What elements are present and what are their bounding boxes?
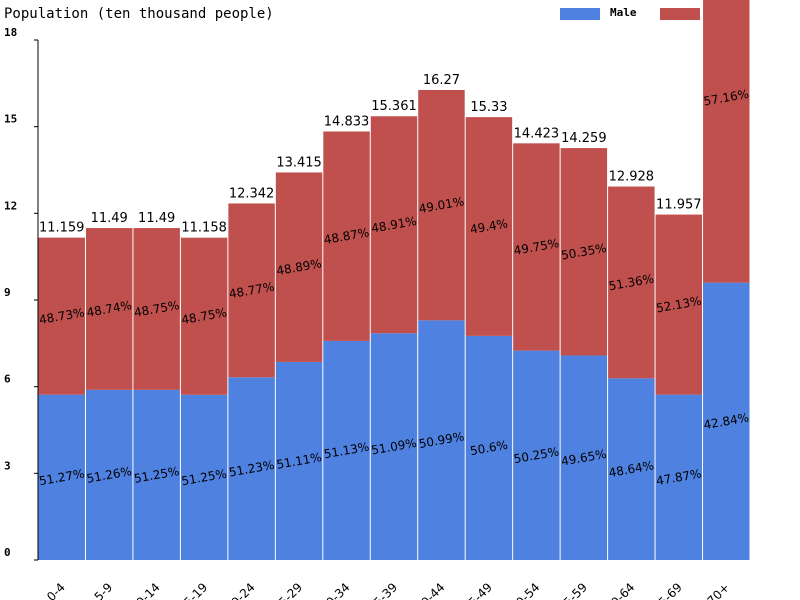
x-tick-label: 15-19 xyxy=(176,580,211,600)
total-label: 12.342 xyxy=(229,186,275,201)
bar-segment xyxy=(370,333,418,560)
legend-swatch xyxy=(660,8,700,20)
y-tick-label: 0 xyxy=(4,546,11,559)
total-label: 11.49 xyxy=(91,211,128,226)
bar-segment xyxy=(323,131,370,341)
bar-segment xyxy=(418,320,465,560)
x-tick-label: 70+ xyxy=(705,580,733,600)
x-tick-label: 10-14 xyxy=(128,580,163,600)
total-label: 12.928 xyxy=(609,170,655,185)
segment-label: 49.4% xyxy=(469,216,509,236)
bar-segment xyxy=(228,203,275,378)
x-tick-label: 60-64 xyxy=(603,580,638,600)
x-tick-label: 45-49 xyxy=(460,580,495,600)
legend-label: Male xyxy=(610,6,637,19)
bar-segment xyxy=(513,143,560,351)
y-tick-label: 9 xyxy=(4,286,11,299)
x-tick-label: 20-24 xyxy=(223,580,258,600)
total-label: 14.833 xyxy=(324,114,370,129)
bar-segment xyxy=(133,228,180,390)
x-tick-label: 25-29 xyxy=(271,580,306,600)
x-tick-label: 50-54 xyxy=(508,580,543,600)
bar-segment xyxy=(608,186,655,379)
y-tick-label: 15 xyxy=(4,113,17,126)
bar-segment xyxy=(38,394,85,560)
bar-segment xyxy=(465,335,513,560)
y-tick-label: 18 xyxy=(4,26,17,39)
x-tick-label: 55-59 xyxy=(555,580,590,600)
bar-segment xyxy=(703,0,750,283)
bar-segment xyxy=(513,350,560,560)
total-label: 13.415 xyxy=(276,155,322,170)
bar-segment xyxy=(85,228,133,390)
bar-segment xyxy=(133,389,180,560)
x-tick-label: 30-34 xyxy=(318,580,353,600)
total-label: 11.159 xyxy=(39,221,85,236)
x-tick-label: 5-9 xyxy=(92,580,116,600)
bar-segment xyxy=(323,340,370,560)
bar-segment xyxy=(560,355,608,560)
bar-segment xyxy=(275,361,323,560)
bar-segment xyxy=(370,116,418,334)
total-label: 14.259 xyxy=(561,131,607,146)
bar-segment xyxy=(655,214,703,395)
bar-segment xyxy=(180,394,228,560)
total-label: 14.423 xyxy=(514,126,560,141)
y-tick-label: 6 xyxy=(4,373,11,386)
total-label: 11.158 xyxy=(181,221,227,236)
total-label: 15.361 xyxy=(371,99,417,114)
segment-label: 50.6% xyxy=(469,438,509,458)
bar-segment xyxy=(180,237,228,395)
bar-segment xyxy=(655,394,703,560)
x-tick-label: 35-39 xyxy=(366,580,401,600)
bar-segment xyxy=(275,172,323,362)
bar-segment xyxy=(465,117,513,336)
y-tick-label: 3 xyxy=(4,459,11,472)
bar-segment xyxy=(85,389,133,560)
x-tick-label: 65-69 xyxy=(650,580,685,600)
x-tick-label: 0-4 xyxy=(44,580,68,600)
bar-segment xyxy=(560,148,608,356)
bar-segment xyxy=(608,378,655,560)
total-label: 16.27 xyxy=(423,73,460,88)
y-tick-label: 12 xyxy=(4,199,17,212)
total-label: 11.49 xyxy=(138,211,175,226)
bar-segment xyxy=(418,89,465,321)
bar-segment xyxy=(228,377,275,560)
chart-title: Population (ten thousand people) xyxy=(4,6,274,22)
legend-swatch xyxy=(560,8,600,20)
total-label: 15.33 xyxy=(470,100,507,115)
total-label: 11.957 xyxy=(656,198,702,213)
bar-segment xyxy=(38,237,85,395)
x-tick-label: 40-44 xyxy=(413,580,448,600)
bar-segment xyxy=(703,282,750,560)
